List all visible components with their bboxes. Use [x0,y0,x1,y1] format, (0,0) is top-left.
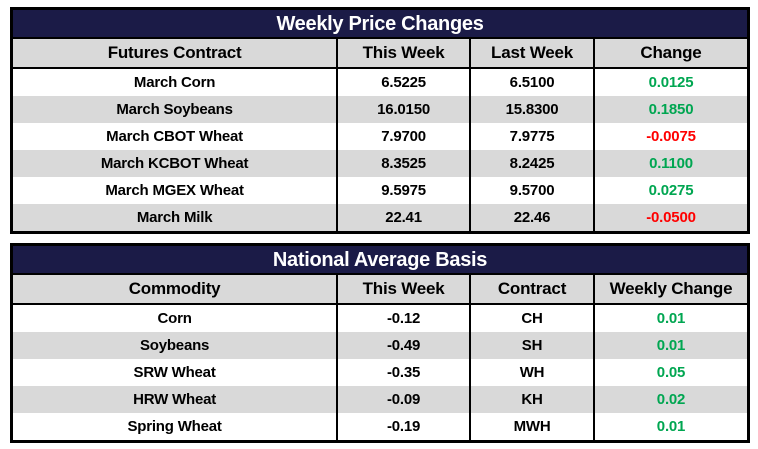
column-header: Last Week [471,39,596,67]
column-header: Change [640,43,702,62]
table-row: March MGEX Wheat 9.5975 9.5700 0.0275 [13,177,747,204]
value-cell: 22.46 [471,204,596,231]
row-label-cell: March KCBOT Wheat [13,150,339,177]
column-header: This Week [338,275,471,303]
table-title: Weekly Price Changes [13,10,747,39]
change-cell: 0.05 [656,364,686,381]
table-row: Soybeans -0.49 SH 0.01 [13,332,747,359]
table-row: Spring Wheat -0.19 MWH 0.01 [13,413,747,440]
value-cell: -0.09 [338,386,471,413]
value-cell: 8.2425 [471,150,596,177]
table-title: National Average Basis [13,246,747,275]
table-row: Corn -0.12 CH 0.01 [13,305,747,332]
row-label-cell: HRW Wheat [13,386,339,413]
row-label-cell: March Corn [13,69,339,96]
table-header-row: Commodity This Week Contract Weekly Change [13,275,747,305]
table-body: March Corn 6.5225 6.5100 0.0125 March Soybea… [13,69,747,231]
row-label-cell: Soybeans [13,332,339,359]
change-cell: 0.01 [656,337,686,354]
table-row: SRW Wheat -0.35 WH 0.05 [13,359,747,386]
row-label-cell: March MGEX Wheat [13,177,339,204]
value-cell: 16.0150 [338,96,471,123]
column-header: This Week [338,39,471,67]
column-header: Contract [471,275,596,303]
table-row: March Milk 22.41 22.46 -0.0500 [13,204,747,231]
table-header-row: Futures Contract This Week Last Week Change [13,39,747,69]
value-cell: WH [471,359,596,386]
table-row: March Soybeans 16.0150 15.8300 0.1850 [13,96,747,123]
weekly-price-changes-table: Weekly Price Changes Futures Contract Thi… [10,7,750,234]
value-cell: 9.5700 [471,177,596,204]
table-body: Corn -0.12 CH 0.01 Soybeans -0.49 SH 0.01 SRW Wh… [13,305,747,440]
value-cell: 8.3525 [338,150,471,177]
value-cell: KH [471,386,596,413]
value-cell: 22.41 [338,204,471,231]
table-row: HRW Wheat -0.09 KH 0.02 [13,386,747,413]
change-cell: -0.0500 [646,209,696,226]
change-cell: 0.01 [656,418,686,435]
table-row: March CBOT Wheat 7.9700 7.9775 -0.0075 [13,123,747,150]
change-cell: 0.1850 [648,101,694,118]
column-header: Weekly Change [609,279,733,298]
change-cell: 0.01 [656,310,686,327]
value-cell: SH [471,332,596,359]
value-cell: 7.9775 [471,123,596,150]
table-row: March KCBOT Wheat 8.3525 8.2425 0.1100 [13,150,747,177]
row-label-cell: March Soybeans [13,96,339,123]
value-cell: -0.19 [338,413,471,440]
change-cell: -0.0075 [646,128,696,145]
value-cell: 6.5225 [338,69,471,96]
value-cell: -0.49 [338,332,471,359]
column-header: Futures Contract [13,39,339,67]
value-cell: 9.5975 [338,177,471,204]
change-cell: 0.02 [656,391,686,408]
row-label-cell: Corn [13,305,339,332]
row-label-cell: March Milk [13,204,339,231]
value-cell: 7.9700 [338,123,471,150]
change-cell: 0.0125 [648,74,694,91]
value-cell: -0.35 [338,359,471,386]
value-cell: -0.12 [338,305,471,332]
value-cell: MWH [471,413,596,440]
national-average-basis-table: National Average Basis Commodity This Wee… [10,243,750,443]
value-cell: 15.8300 [471,96,596,123]
change-cell: 0.0275 [648,182,694,199]
row-label-cell: SRW Wheat [13,359,339,386]
value-cell: 6.5100 [471,69,596,96]
row-label-cell: Spring Wheat [13,413,339,440]
change-cell: 0.1100 [649,155,693,172]
table-row: March Corn 6.5225 6.5100 0.0125 [13,69,747,96]
row-label-cell: March CBOT Wheat [13,123,339,150]
column-header: Commodity [13,275,339,303]
value-cell: CH [471,305,596,332]
